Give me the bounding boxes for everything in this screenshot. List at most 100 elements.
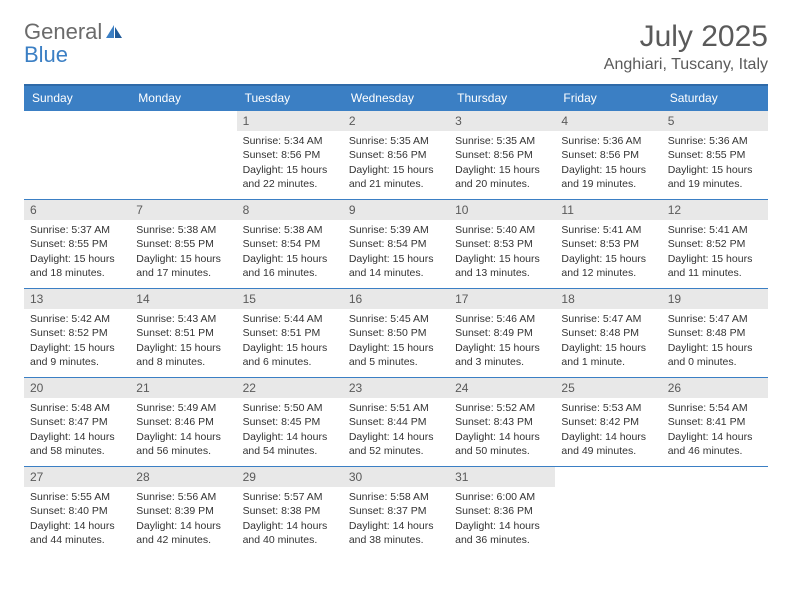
day-details: Sunrise: 5:36 AMSunset: 8:56 PMDaylight:…: [555, 131, 661, 194]
day-number: 10: [449, 200, 555, 220]
calendar-day-cell: 12Sunrise: 5:41 AMSunset: 8:52 PMDayligh…: [662, 200, 768, 289]
day-details: Sunrise: 5:38 AMSunset: 8:54 PMDaylight:…: [237, 220, 343, 283]
calendar-day-cell: 3Sunrise: 5:35 AMSunset: 8:56 PMDaylight…: [449, 111, 555, 200]
day-number: 5: [662, 111, 768, 131]
weekday-header: Wednesday: [343, 85, 449, 111]
day-number: 3: [449, 111, 555, 131]
day-number: 9: [343, 200, 449, 220]
calendar-table: SundayMondayTuesdayWednesdayThursdayFrid…: [24, 84, 768, 555]
calendar-day-cell: 31Sunrise: 6:00 AMSunset: 8:36 PMDayligh…: [449, 467, 555, 556]
day-number: 11: [555, 200, 661, 220]
calendar-day-cell: 13Sunrise: 5:42 AMSunset: 8:52 PMDayligh…: [24, 289, 130, 378]
day-number: 14: [130, 289, 236, 309]
day-number: 26: [662, 378, 768, 398]
day-number: 12: [662, 200, 768, 220]
day-number: 20: [24, 378, 130, 398]
location-text: Anghiari, Tuscany, Italy: [604, 56, 768, 74]
calendar-day-cell: 4Sunrise: 5:36 AMSunset: 8:56 PMDaylight…: [555, 111, 661, 200]
calendar-day-cell: 2Sunrise: 5:35 AMSunset: 8:56 PMDaylight…: [343, 111, 449, 200]
day-details: Sunrise: 6:00 AMSunset: 8:36 PMDaylight:…: [449, 487, 555, 550]
day-details: Sunrise: 5:54 AMSunset: 8:41 PMDaylight:…: [662, 398, 768, 461]
calendar-day-cell: 18Sunrise: 5:47 AMSunset: 8:48 PMDayligh…: [555, 289, 661, 378]
logo-text-blue: Blue: [24, 42, 68, 67]
day-number: 29: [237, 467, 343, 487]
day-number: 8: [237, 200, 343, 220]
calendar-day-cell: ..: [662, 467, 768, 556]
sail-icon: [105, 20, 125, 43]
calendar-day-cell: 26Sunrise: 5:54 AMSunset: 8:41 PMDayligh…: [662, 378, 768, 467]
day-number: 23: [343, 378, 449, 398]
day-details: Sunrise: 5:58 AMSunset: 8:37 PMDaylight:…: [343, 487, 449, 550]
day-number: 30: [343, 467, 449, 487]
day-number: 22: [237, 378, 343, 398]
calendar-day-cell: 11Sunrise: 5:41 AMSunset: 8:53 PMDayligh…: [555, 200, 661, 289]
day-details: Sunrise: 5:41 AMSunset: 8:53 PMDaylight:…: [555, 220, 661, 283]
day-details: Sunrise: 5:41 AMSunset: 8:52 PMDaylight:…: [662, 220, 768, 283]
logo-text-general: General: [24, 19, 102, 44]
calendar-day-cell: 25Sunrise: 5:53 AMSunset: 8:42 PMDayligh…: [555, 378, 661, 467]
calendar-day-cell: 10Sunrise: 5:40 AMSunset: 8:53 PMDayligh…: [449, 200, 555, 289]
calendar-day-cell: 20Sunrise: 5:48 AMSunset: 8:47 PMDayligh…: [24, 378, 130, 467]
day-details: Sunrise: 5:53 AMSunset: 8:42 PMDaylight:…: [555, 398, 661, 461]
calendar-week-row: ....1Sunrise: 5:34 AMSunset: 8:56 PMDayl…: [24, 111, 768, 200]
calendar-day-cell: 28Sunrise: 5:56 AMSunset: 8:39 PMDayligh…: [130, 467, 236, 556]
day-details: Sunrise: 5:37 AMSunset: 8:55 PMDaylight:…: [24, 220, 130, 283]
calendar-day-cell: 30Sunrise: 5:58 AMSunset: 8:37 PMDayligh…: [343, 467, 449, 556]
day-number: 27: [24, 467, 130, 487]
day-details: Sunrise: 5:48 AMSunset: 8:47 PMDaylight:…: [24, 398, 130, 461]
day-details: Sunrise: 5:47 AMSunset: 8:48 PMDaylight:…: [555, 309, 661, 372]
day-details: Sunrise: 5:35 AMSunset: 8:56 PMDaylight:…: [449, 131, 555, 194]
calendar-day-cell: 5Sunrise: 5:36 AMSunset: 8:55 PMDaylight…: [662, 111, 768, 200]
title-block: July 2025 Anghiari, Tuscany, Italy: [604, 20, 768, 74]
day-number: 24: [449, 378, 555, 398]
day-details: Sunrise: 5:40 AMSunset: 8:53 PMDaylight:…: [449, 220, 555, 283]
calendar-day-cell: 21Sunrise: 5:49 AMSunset: 8:46 PMDayligh…: [130, 378, 236, 467]
day-number: 28: [130, 467, 236, 487]
day-number: 6: [24, 200, 130, 220]
day-number: 19: [662, 289, 768, 309]
calendar-day-cell: 17Sunrise: 5:46 AMSunset: 8:49 PMDayligh…: [449, 289, 555, 378]
weekday-header: Saturday: [662, 85, 768, 111]
weekday-header: Tuesday: [237, 85, 343, 111]
header: GeneralBlue July 2025 Anghiari, Tuscany,…: [24, 20, 768, 74]
day-details: Sunrise: 5:34 AMSunset: 8:56 PMDaylight:…: [237, 131, 343, 194]
day-number: 25: [555, 378, 661, 398]
day-details: Sunrise: 5:57 AMSunset: 8:38 PMDaylight:…: [237, 487, 343, 550]
day-details: Sunrise: 5:47 AMSunset: 8:48 PMDaylight:…: [662, 309, 768, 372]
weekday-header: Monday: [130, 85, 236, 111]
day-details: Sunrise: 5:44 AMSunset: 8:51 PMDaylight:…: [237, 309, 343, 372]
day-details: Sunrise: 5:52 AMSunset: 8:43 PMDaylight:…: [449, 398, 555, 461]
day-details: Sunrise: 5:42 AMSunset: 8:52 PMDaylight:…: [24, 309, 130, 372]
calendar-day-cell: 6Sunrise: 5:37 AMSunset: 8:55 PMDaylight…: [24, 200, 130, 289]
calendar-day-cell: 16Sunrise: 5:45 AMSunset: 8:50 PMDayligh…: [343, 289, 449, 378]
page-title: July 2025: [604, 20, 768, 54]
day-details: Sunrise: 5:35 AMSunset: 8:56 PMDaylight:…: [343, 131, 449, 194]
calendar-day-cell: ..: [130, 111, 236, 200]
calendar-day-cell: 8Sunrise: 5:38 AMSunset: 8:54 PMDaylight…: [237, 200, 343, 289]
day-number: 17: [449, 289, 555, 309]
day-number: 4: [555, 111, 661, 131]
calendar-day-cell: 27Sunrise: 5:55 AMSunset: 8:40 PMDayligh…: [24, 467, 130, 556]
day-details: Sunrise: 5:50 AMSunset: 8:45 PMDaylight:…: [237, 398, 343, 461]
calendar-day-cell: ..: [24, 111, 130, 200]
day-number: 21: [130, 378, 236, 398]
day-details: Sunrise: 5:56 AMSunset: 8:39 PMDaylight:…: [130, 487, 236, 550]
calendar-week-row: 13Sunrise: 5:42 AMSunset: 8:52 PMDayligh…: [24, 289, 768, 378]
day-number: 2: [343, 111, 449, 131]
day-number: 31: [449, 467, 555, 487]
calendar-day-cell: 29Sunrise: 5:57 AMSunset: 8:38 PMDayligh…: [237, 467, 343, 556]
day-details: Sunrise: 5:49 AMSunset: 8:46 PMDaylight:…: [130, 398, 236, 461]
calendar-day-cell: 23Sunrise: 5:51 AMSunset: 8:44 PMDayligh…: [343, 378, 449, 467]
day-number: 13: [24, 289, 130, 309]
logo: GeneralBlue: [24, 20, 127, 66]
calendar-day-cell: 19Sunrise: 5:47 AMSunset: 8:48 PMDayligh…: [662, 289, 768, 378]
day-number: 15: [237, 289, 343, 309]
calendar-day-cell: 24Sunrise: 5:52 AMSunset: 8:43 PMDayligh…: [449, 378, 555, 467]
day-details: Sunrise: 5:51 AMSunset: 8:44 PMDaylight:…: [343, 398, 449, 461]
weekday-header: Sunday: [24, 85, 130, 111]
calendar-day-cell: 22Sunrise: 5:50 AMSunset: 8:45 PMDayligh…: [237, 378, 343, 467]
day-details: Sunrise: 5:36 AMSunset: 8:55 PMDaylight:…: [662, 131, 768, 194]
day-number: 18: [555, 289, 661, 309]
day-details: Sunrise: 5:55 AMSunset: 8:40 PMDaylight:…: [24, 487, 130, 550]
weekday-header: Thursday: [449, 85, 555, 111]
